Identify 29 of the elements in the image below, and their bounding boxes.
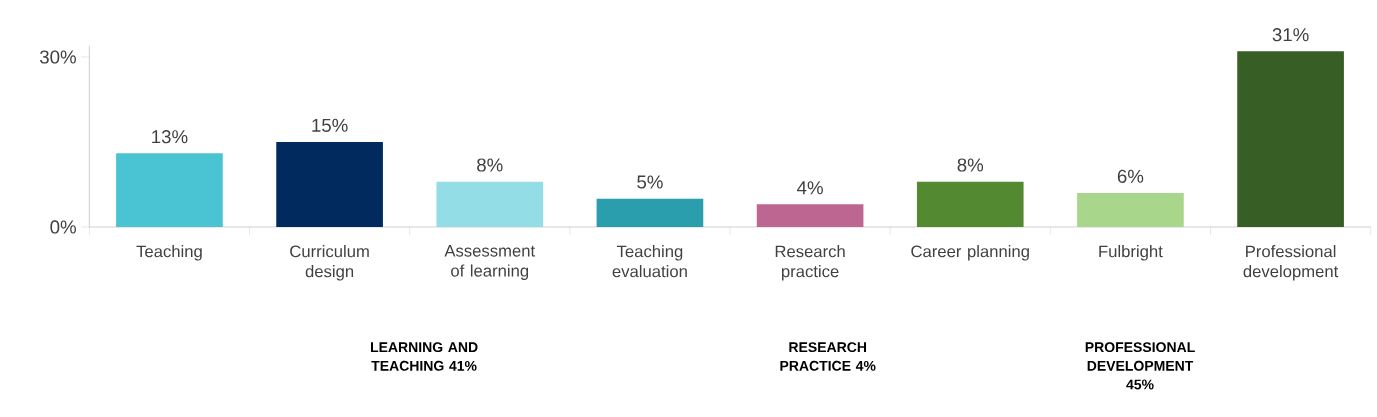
data-label: 8% bbox=[477, 158, 503, 172]
x-tick-label: Career planning bbox=[911, 245, 1029, 261]
x-tick-label: Fulbright bbox=[1099, 245, 1163, 261]
x-tick-label: Professional development bbox=[1243, 245, 1339, 281]
data-label: 15% bbox=[312, 118, 348, 132]
data-label: 4% bbox=[797, 181, 823, 195]
y-tick-label: 30% bbox=[39, 50, 76, 64]
x-tick-label: Teaching evaluation bbox=[612, 245, 687, 278]
x-tick-label: Research practice bbox=[775, 245, 845, 281]
bar bbox=[276, 141, 383, 227]
text: PROFESSIONAL DEVELOPMENT 45% bbox=[1085, 342, 1195, 390]
data-label: 8% bbox=[957, 158, 984, 172]
bar bbox=[116, 153, 223, 227]
text: LEARNING AND TEACHING 41% bbox=[370, 342, 478, 371]
bar bbox=[436, 181, 544, 227]
x-tick-label: Assessment of learning bbox=[444, 245, 536, 280]
y-tick-label: 0% bbox=[50, 220, 76, 234]
bar bbox=[1237, 51, 1344, 227]
data-label: 31% bbox=[1272, 28, 1309, 42]
bar bbox=[756, 204, 864, 227]
x-tick-label: Teaching bbox=[136, 245, 202, 261]
bar bbox=[596, 198, 704, 227]
x-tick-label: Curriculum design bbox=[290, 245, 369, 281]
bar bbox=[1077, 192, 1184, 227]
text: RESEARCH PRACTICE 4% bbox=[780, 342, 876, 371]
data-label: 5% bbox=[637, 175, 663, 189]
data-label: 13% bbox=[152, 130, 188, 144]
bar bbox=[916, 181, 1024, 227]
data-label: 6% bbox=[1117, 169, 1144, 183]
